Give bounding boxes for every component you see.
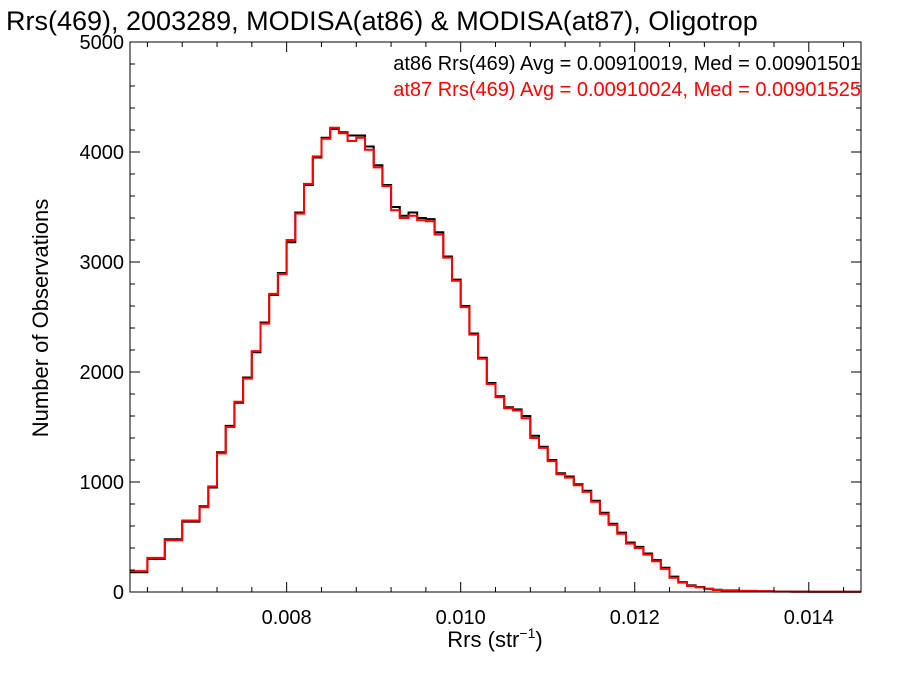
y-tick-label: 4000	[80, 142, 125, 164]
x-tick-label: 0.012	[610, 607, 660, 629]
y-tick-label: 1000	[80, 472, 125, 494]
series-at86-line	[130, 127, 861, 593]
x-axis-label: Rrs (str−1)	[447, 625, 542, 652]
y-tick-label: 3000	[80, 252, 125, 274]
y-tick-label: 0	[113, 582, 124, 604]
legend-entry-at87: at87 Rrs(469) Avg = 0.00910024, Med = 0.…	[393, 79, 861, 101]
series-at87-line	[130, 126, 861, 593]
y-axis-label: Number of Observations	[28, 199, 53, 437]
x-tick-label: 0.010	[436, 607, 486, 629]
legend-entry-at86: at86 Rrs(469) Avg = 0.00910019, Med = 0.…	[393, 53, 861, 75]
x-axis-label-base: Rrs (str	[447, 627, 519, 652]
x-tick-label: 0.008	[262, 607, 312, 629]
x-axis-label-superscript: −1	[519, 625, 535, 641]
y-tick-label: 5000	[80, 32, 125, 54]
plot-frame	[129, 41, 862, 593]
x-tick-label: 0.014	[784, 607, 834, 629]
chart-title: Rrs(469), 2003289, MODISA(at86) & MODISA…	[6, 6, 758, 36]
x-axis-label-close: )	[535, 627, 542, 652]
y-tick-label: 2000	[80, 362, 125, 384]
